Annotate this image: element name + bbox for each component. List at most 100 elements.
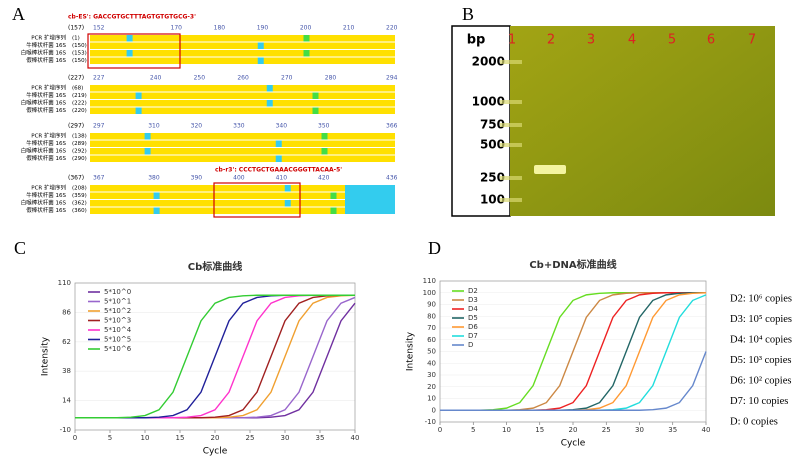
sequence-mismatch <box>257 42 264 49</box>
legend-label: 5*10^2 <box>104 307 131 315</box>
sequence-bar <box>90 85 395 92</box>
x-tick-label: 40 <box>702 426 711 434</box>
gel-label-box <box>451 25 511 217</box>
primer-box <box>213 182 301 218</box>
sequence-bar <box>90 107 395 114</box>
ruler-number: 400 <box>233 175 245 182</box>
row-number: (362) <box>72 201 87 207</box>
ruler-number: 350 <box>318 123 330 130</box>
row-name: PCR 扩增序列 <box>31 184 66 192</box>
sequence-mismatch <box>144 148 151 155</box>
sequence-mismatch <box>275 155 282 162</box>
legend-label: 5*10^6 <box>104 345 132 353</box>
row-name: 假棒状杆菌 16S <box>26 56 66 64</box>
sequence-mismatch <box>153 192 160 199</box>
ruler-number: 200 <box>300 25 312 32</box>
sequence-mismatch <box>126 35 133 42</box>
row-number: (1) <box>72 36 80 42</box>
ruler-number: 240 <box>150 75 162 82</box>
block-start: (297) <box>68 123 84 130</box>
row-name: 假棒状杆菌 16S <box>26 154 66 162</box>
chart-title: Cb标准曲线 <box>188 260 243 273</box>
y-axis-label: Intensity <box>41 336 51 376</box>
ruler-number: 152 <box>93 25 105 32</box>
y-tick-label: 14 <box>62 397 71 405</box>
sequence-mismatch <box>330 192 337 199</box>
ladder-band <box>500 60 522 64</box>
y-tick-label: 80 <box>427 312 436 320</box>
legend-label: 5*10^5 <box>104 336 131 344</box>
row-number: (138) <box>72 134 87 140</box>
y-tick-label: 100 <box>423 289 436 297</box>
sequence-bar <box>90 207 395 214</box>
sequence-mismatch <box>266 100 273 107</box>
y-tick-label: -10 <box>425 418 436 426</box>
y-tick-label: 0 <box>432 406 436 414</box>
row-number: (360) <box>72 208 87 214</box>
row-number: (359) <box>72 193 87 199</box>
sequence-mismatch <box>321 133 328 140</box>
y-tick-label: 40 <box>427 359 436 367</box>
plot-frame <box>74 282 356 431</box>
gel-unit: bp <box>467 33 486 48</box>
forward-primer: cb-ES': GACCGTGCTTTAGTGTGTGCG-3' <box>68 14 196 21</box>
ruler-number: 210 <box>343 25 355 32</box>
x-tick-label: 25 <box>602 426 611 434</box>
reverse-primer: cb-r3': CCCTGCTGAAACGGGTTACAA-5' <box>215 167 342 174</box>
sequence-mismatch <box>330 207 337 214</box>
row-number: (150) <box>72 43 87 49</box>
sequence-bar <box>90 42 395 49</box>
y-axis-label: Intensity <box>406 331 416 371</box>
ladder-band <box>500 100 522 104</box>
ruler-number: 294 <box>386 75 398 82</box>
row-number: (290) <box>72 156 87 162</box>
ruler-number: 320 <box>191 123 203 130</box>
ruler-number: 297 <box>93 123 105 130</box>
block-start: (367) <box>68 175 84 182</box>
x-tick-label: 0 <box>438 426 442 434</box>
ladder-label: 1000 <box>472 95 505 109</box>
sequence-mismatch <box>303 35 310 42</box>
row-name: 白喉棒状杆菌 16S <box>21 199 67 207</box>
y-tick-label: 110 <box>423 277 436 285</box>
sequence-tail <box>345 185 395 214</box>
legend-label: 5*10^1 <box>104 298 131 306</box>
x-tick-label: 5 <box>471 426 475 434</box>
row-name: 牛棒状杆菌 16S <box>26 191 66 199</box>
ruler-number: 170 <box>171 25 183 32</box>
sequence-mismatch <box>144 133 151 140</box>
x-tick-label: 35 <box>316 434 325 442</box>
row-name: 牛棒状杆菌 16S <box>26 91 66 99</box>
sequence-bar <box>90 50 395 57</box>
x-tick-label: 30 <box>281 434 290 442</box>
sequence-bar <box>90 57 395 64</box>
sequence-bar <box>90 192 395 199</box>
row-name: 牛棒状杆菌 16S <box>26 41 66 49</box>
ruler-number: 330 <box>233 123 245 130</box>
legend-label: D2 <box>468 287 478 295</box>
legend-label: D3 <box>468 296 478 304</box>
row-number: (208) <box>72 186 87 192</box>
series-line <box>75 294 355 419</box>
ladder-band <box>500 143 522 147</box>
ruler-number: 410 <box>276 175 288 182</box>
x-tick-label: 35 <box>668 426 677 434</box>
series-line <box>440 351 707 411</box>
ruler-number: 220 <box>386 25 398 32</box>
lane-label: 2 <box>547 33 555 48</box>
row-number: (68) <box>72 86 83 92</box>
row-number: (153) <box>72 51 87 57</box>
sequence-bar <box>90 200 395 207</box>
row-number: (222) <box>72 101 87 107</box>
x-tick-label: 25 <box>246 434 255 442</box>
ruler-number: 366 <box>386 123 398 130</box>
legend-label: 5*10^4 <box>104 326 132 334</box>
ladder-band <box>500 176 522 180</box>
row-name: 白喉棒状杆菌 16S <box>21 147 67 155</box>
y-tick-label: 86 <box>62 308 71 316</box>
sequence-bar <box>90 140 395 147</box>
legend-label: D <box>468 341 473 349</box>
ruler-number: 380 <box>148 175 160 182</box>
legend-label: 5*10^3 <box>104 317 131 325</box>
sequence-mismatch <box>153 207 160 214</box>
